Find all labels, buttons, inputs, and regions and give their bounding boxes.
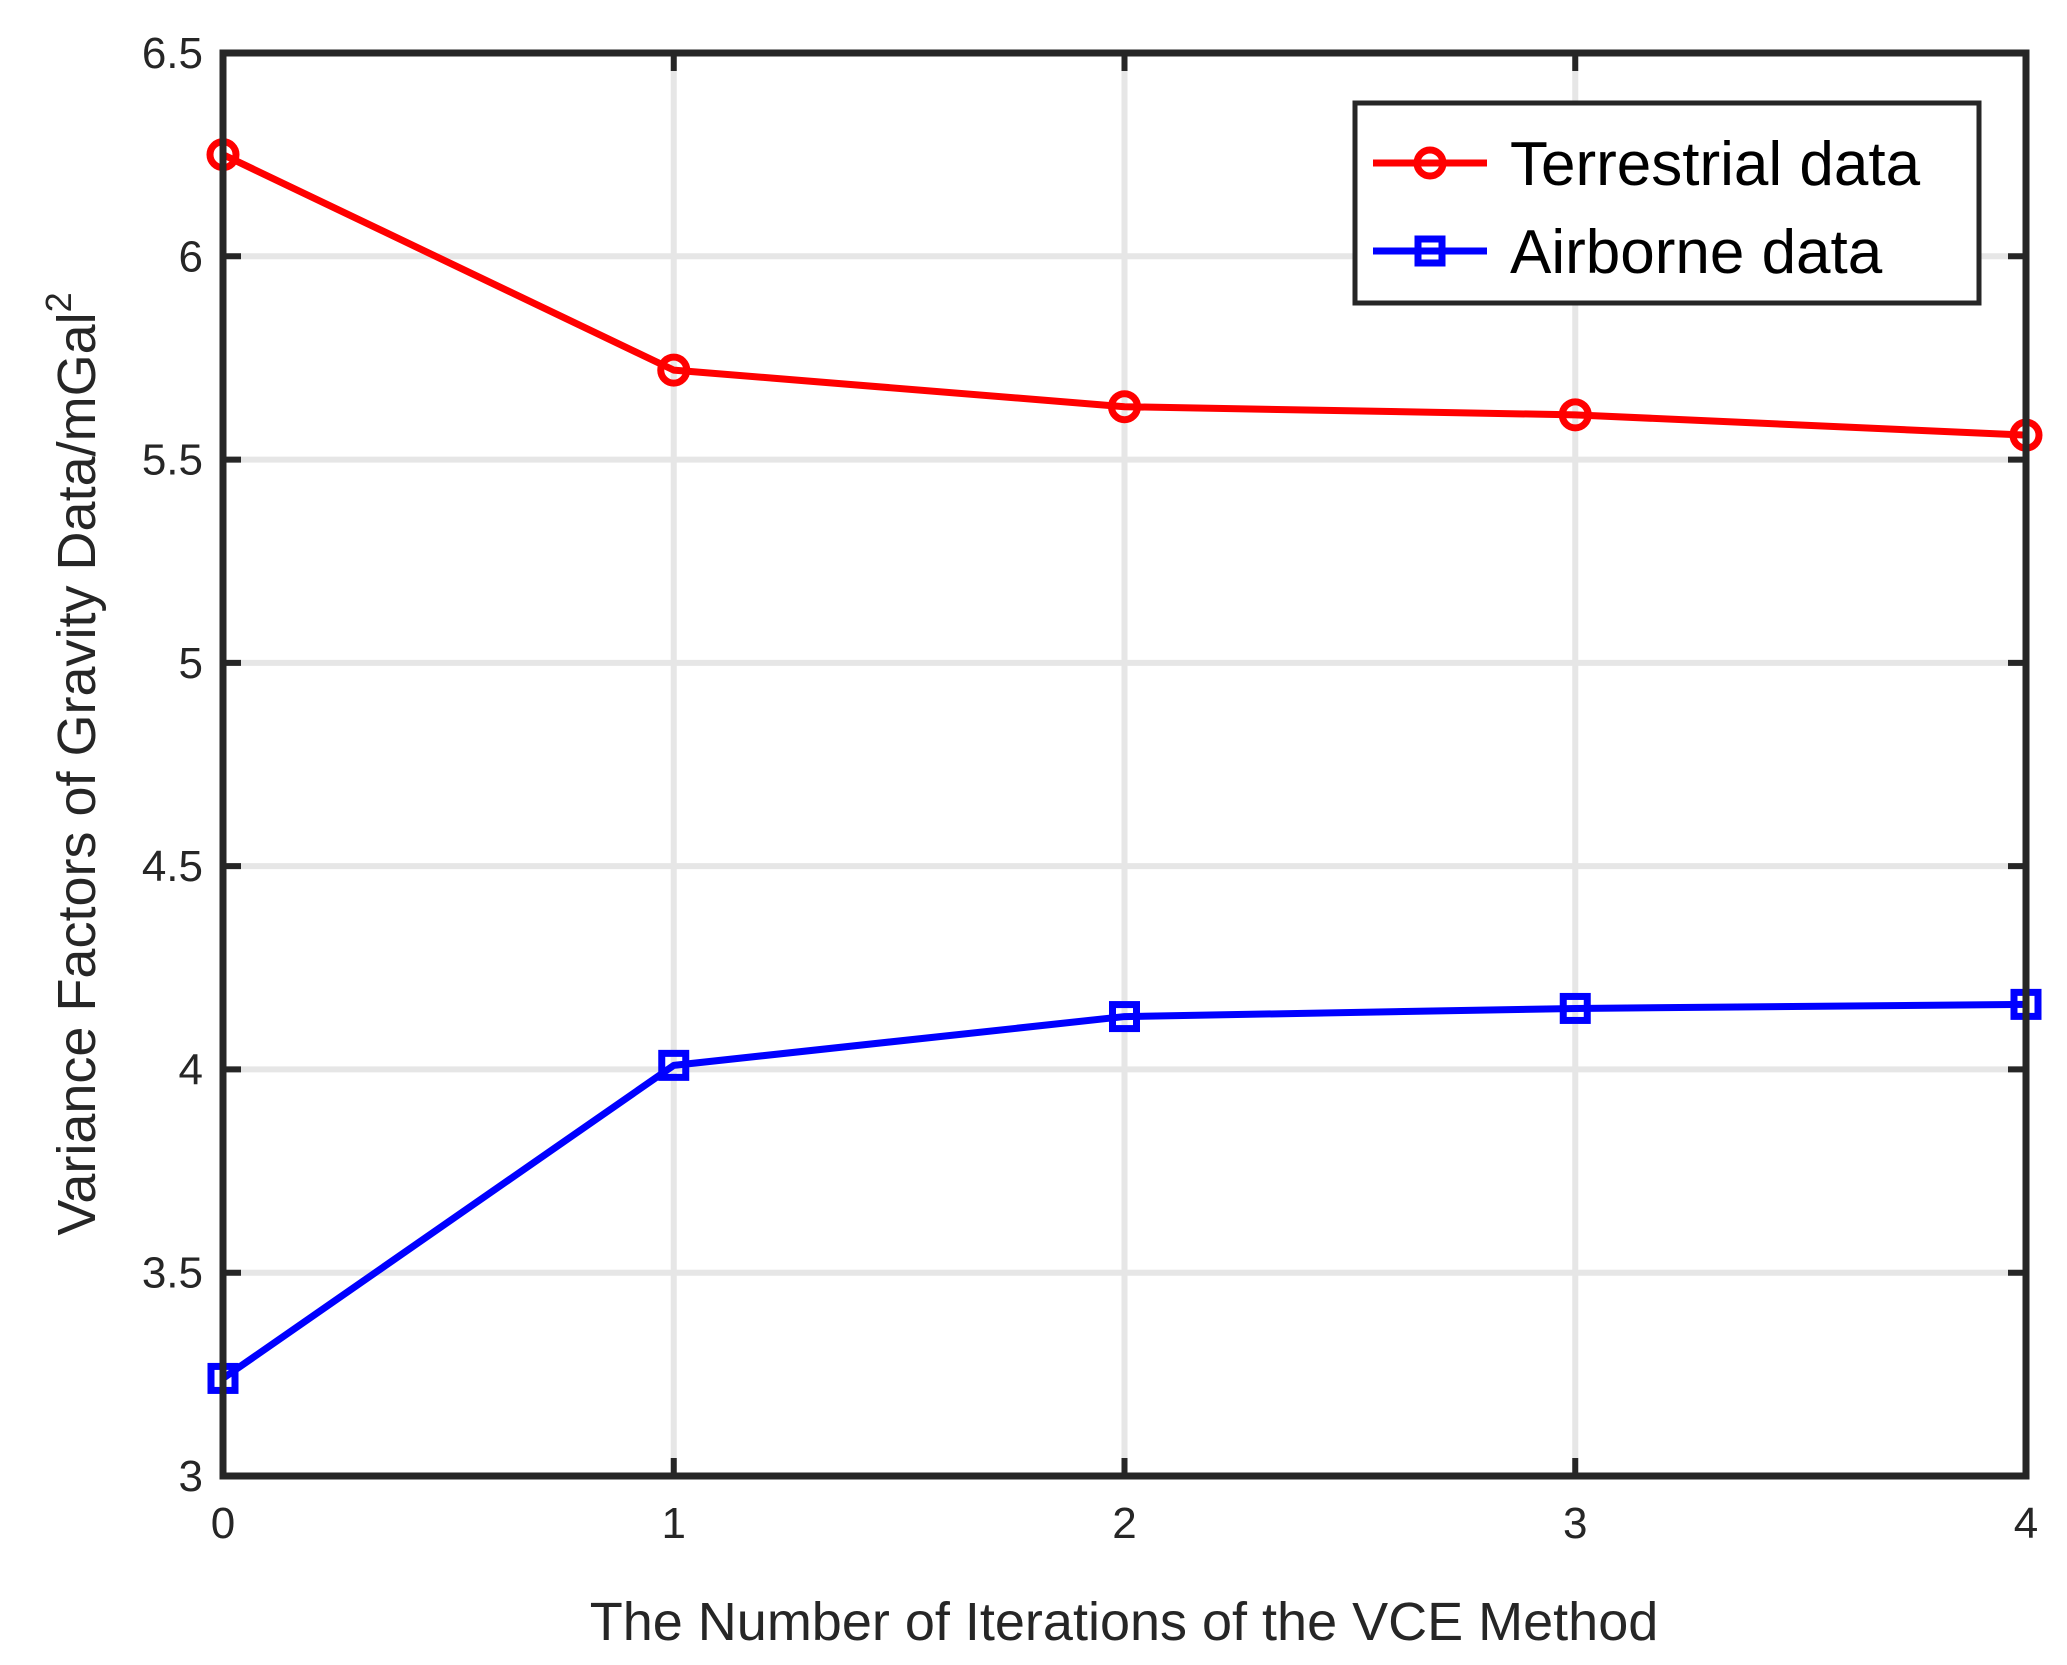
series-terrestrial-data [206,138,2043,452]
series-line-airborne-data [221,1000,2027,1382]
data-point-airborne-data [1109,1001,1140,1033]
legend-label-terrestrial-data: Terrestrial data [1510,130,1921,199]
legend-marker-terrestrial-data [1413,146,1447,180]
x-tick-label: 2 [1112,1499,1136,1548]
legend: Terrestrial data Airborne data [1352,100,1982,306]
legend-item-airborne-data: Airborne data [1373,218,1883,287]
data-point-terrestrial-data [1108,390,1141,424]
y-tick-label: 5.5 [142,436,203,485]
x-tick-label: 1 [662,1499,686,1548]
data-point-airborne-data [1559,992,1591,1024]
y-axis-title-main: Variance Factors of Gravity Data/mGal [47,312,107,1235]
series-line-terrestrial-data [221,151,2027,439]
y-tick-label: 5 [179,639,203,688]
legend-label-airborne-data: Airborne data [1510,218,1883,287]
legend-marker-airborne-data [1414,235,1446,267]
y-tick-label: 6 [179,232,203,281]
data-point-terrestrial-data [1558,398,1592,432]
x-tick-label: 0 [211,1499,235,1548]
x-tick-label: 4 [2014,1499,2038,1548]
y-tick-label: 3 [179,1452,203,1501]
x-tick-label: 3 [1563,1499,1587,1548]
axis-ticks: 0 1 2 3 4 3 3.5 4 4.5 5 5.5 6 6.5 [142,29,2038,1548]
y-tick-label: 6.5 [142,29,203,78]
data-point-terrestrial-data [657,353,691,387]
y-axis-title-superscript: 2 [38,292,79,312]
y-tick-label: 4.5 [142,842,203,891]
y-tick-label: 4 [179,1045,203,1094]
y-axis-title: Variance Factors of Gravity Data/mGal2 [38,292,107,1235]
y-tick-label: 3.5 [142,1249,203,1298]
legend-item-terrestrial-data: Terrestrial data [1373,130,1921,199]
legend-box [1352,100,1982,306]
x-axis-title: The Number of Iterations of the VCE Meth… [590,1592,1659,1652]
data-point-airborne-data [658,1049,690,1081]
